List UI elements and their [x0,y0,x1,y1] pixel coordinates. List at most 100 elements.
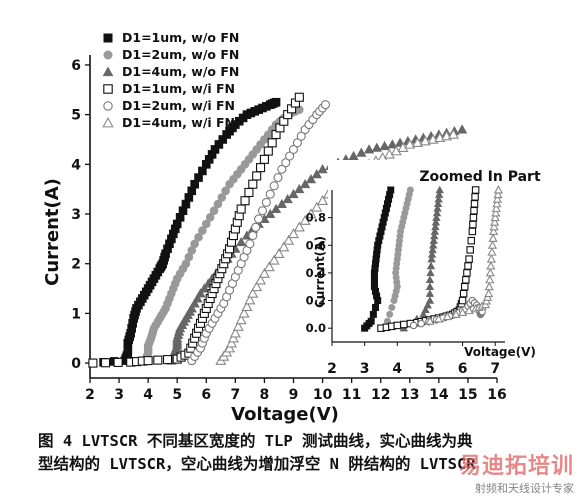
data-point [288,188,299,199]
data-point [247,287,259,298]
data-point [293,221,305,232]
data-point [258,267,270,278]
data-point [371,142,382,152]
legend-marker [103,84,113,94]
data-point [271,97,281,107]
data-point [199,283,210,293]
data-point [486,261,496,270]
figure-caption: 图 4 LVTSCR 不同基区宽度的 TLP 测试曲线，实心曲线为典 型结构的 … [38,430,578,476]
x-tick-label: 6 [201,387,211,403]
data-point [492,199,502,208]
data-point [409,321,418,330]
data-point [244,294,256,305]
y-tick-label: 1 [71,306,81,322]
data-point [238,307,250,318]
y-tick-label: 2 [71,257,81,273]
data-point [388,303,396,311]
series-5 [187,100,331,366]
data-point [263,146,273,156]
data-point [428,245,437,254]
data-point [288,144,299,154]
data-point [209,206,219,216]
data-point [224,342,236,353]
inset-x-tick-label: 4 [392,361,402,377]
data-point [255,274,267,285]
data-point [248,179,258,189]
data-point [490,217,500,226]
data-point [257,206,268,216]
data-point [466,246,474,254]
main-series [88,92,468,368]
data-point [430,227,440,235]
data-point [311,169,322,179]
data-point [486,254,497,263]
data-point [469,213,478,222]
data-point [459,289,468,298]
data-point [265,208,276,218]
y-tick-label: 0 [71,356,81,372]
data-point [143,356,153,366]
data-point [490,212,500,222]
data-point [265,189,275,199]
data-point [294,92,304,102]
data-point [261,197,271,207]
data-point [292,138,302,148]
data-point [417,319,425,328]
data-point [434,314,444,323]
data-point [471,186,480,194]
data-point [447,128,459,139]
x-tick-label: 4 [143,387,153,403]
y-tick-label: 4 [71,157,81,173]
data-point [88,358,98,368]
x-tick-label: 11 [342,387,361,403]
data-point [300,178,311,189]
data-point [113,357,123,367]
y-tick-label: 3 [71,207,81,223]
legend-label: D1=1um, w/o FN [122,30,239,45]
data-point [194,232,203,242]
legend-label: D1=4um, w/o FN [122,64,239,79]
watermark: 易迪拓培训 射频和天线设计专家 [459,448,574,496]
data-point [372,303,380,311]
data-point [491,203,501,212]
data-point [186,303,197,313]
data-point [387,186,395,194]
data-point [281,158,291,168]
legend-label: D1=1um, w/i FN [122,81,235,96]
data-point [470,206,478,215]
y-tick-label: 6 [71,58,81,74]
data-point [252,171,262,181]
legend: D1=1um, w/o FN D1=2um, w/o FN D1=4um, w/o … [102,30,239,130]
data-point [287,228,300,239]
data-point [386,310,394,318]
data-point [425,289,435,297]
inset-y-tick-label: 0.4 [306,266,326,280]
data-point [268,254,280,265]
data-point [270,203,282,214]
data-point [195,288,206,298]
data-point [485,275,495,284]
data-point [379,140,390,151]
data-point [431,217,441,226]
data-point [356,147,367,157]
data-point [442,311,452,321]
data-point [251,222,261,232]
inset-x-tick-label: 5 [425,361,435,377]
data-point [433,199,443,208]
inset-x-tick-label: 6 [458,361,468,377]
y-axis-label: Current(A) [42,178,63,286]
data-point [427,254,436,263]
series-6 [215,128,459,365]
data-point [269,181,279,191]
legend-label: D1=2um, w/o FN [122,47,239,62]
data-point [464,262,472,270]
x-tick-label: 8 [260,387,270,403]
legend-label: D1=2um, w/i FN [122,98,235,113]
data-point [267,138,277,148]
data-point [190,239,199,249]
data-point [435,185,444,194]
data-point [278,241,290,252]
data-point [189,298,200,308]
data-point [421,305,430,314]
caption-line-1: 图 4 LVTSCR 不同基区宽度的 TLP 测试曲线，实心曲线为典 [38,432,473,450]
